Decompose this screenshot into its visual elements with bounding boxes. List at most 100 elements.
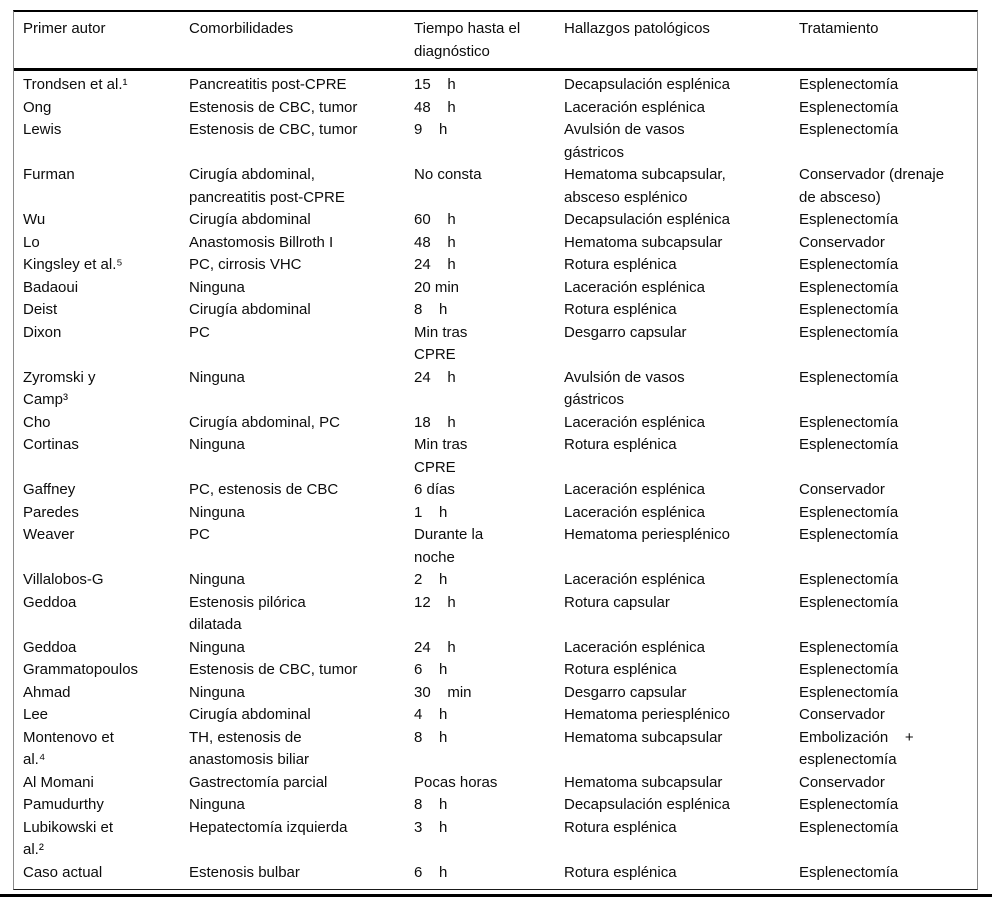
cell-comorbidities: PC xyxy=(189,323,210,341)
cell-time: 12 h xyxy=(414,593,456,611)
cell-comorbidities: Ninguna xyxy=(189,368,245,386)
table-row: Grammatopoulos Estenosis de CBC, tumor 6 h… xyxy=(14,659,977,682)
cell-comorbidities: Ninguna xyxy=(189,436,245,453)
table-row: Wu Cirugía abdominal 60 h Decapsulación esp… xyxy=(14,209,977,232)
cell-time: 18 h xyxy=(414,413,456,431)
table-row: Zyromski y Camp³ Ninguna 24 h Avulsión de v… xyxy=(14,367,977,412)
cell-treatment: Conservador xyxy=(799,706,885,723)
cell-treatment: Esplenectomía xyxy=(799,278,899,296)
cell-author: Lewis xyxy=(23,121,62,138)
cell-findings: Laceración esplénica xyxy=(564,481,705,498)
table-row: Deist Cirugía abdominal 8 h Rotura esplénic… xyxy=(14,299,977,322)
cell-comorbidities: Gastrectomía parcial xyxy=(189,773,328,791)
cell-author: Al Momani xyxy=(23,773,94,791)
cell-time: 24 h xyxy=(414,256,456,273)
table-row: Trondsen et al.¹ Pancreatitis post-CPRE 15… xyxy=(14,70,977,97)
cell-time: No consta xyxy=(414,166,482,183)
cell-treatment: Esplenectomía xyxy=(799,661,899,678)
cell-time: 60 h xyxy=(414,211,456,228)
cell-findings: Hematoma subcapsular, absceso esplénico xyxy=(564,166,726,206)
cell-findings: Avulsión de vasos gástricos xyxy=(564,368,685,409)
cell-findings: Hematoma subcapsular xyxy=(564,773,723,791)
table-body: Trondsen et al.¹ Pancreatitis post-CPRE 15… xyxy=(14,70,977,890)
cell-author: Trondsen et al.¹ xyxy=(23,76,128,93)
cell-treatment: Conservador xyxy=(799,233,885,251)
column-header-tratamiento: Tratamiento xyxy=(799,12,977,71)
table-row: Ong Estenosis de CBC, tumor 48 h Laceración… xyxy=(14,97,977,120)
cell-treatment: Conservador xyxy=(799,481,885,498)
column-header-primer-autor: Primer autor xyxy=(14,12,189,71)
table-row: Geddoa Ninguna 24 h Laceración esplénica Esp… xyxy=(14,637,977,660)
cell-comorbidities: Estenosis de CBC, tumor xyxy=(189,661,358,678)
table-row: Dixon PC Min tras CPRE Desgarro capsular Esp… xyxy=(14,322,977,367)
table-row: Pamudurthy Ninguna 8 h Decapsulación esplén… xyxy=(14,794,977,817)
cell-time: 48 h xyxy=(414,233,456,251)
cell-treatment: Esplenectomía xyxy=(799,98,899,116)
cell-findings: Decapsulación esplénica xyxy=(564,796,730,813)
cell-findings: Laceración esplénica xyxy=(564,638,705,656)
cell-time: 24 h xyxy=(414,638,456,656)
table-row: Geddoa Estenosis pilórica dilatada 12 h Rot… xyxy=(14,592,977,637)
cell-comorbidities: Estenosis de CBC, tumor xyxy=(189,121,358,138)
cell-findings: Decapsulación esplénica xyxy=(564,211,730,228)
table-row: Villalobos-G Ninguna 2 h Laceración espléni… xyxy=(14,569,977,592)
cell-author: Badaoui xyxy=(23,278,79,296)
cell-time: 48 h xyxy=(414,98,456,116)
cell-time: 8 h xyxy=(414,796,448,813)
cell-comorbidities: Ninguna xyxy=(189,683,245,701)
table-row: Al Momani Gastrectomía parcial Pocas horas… xyxy=(14,772,977,795)
table-row: Cho Cirugía abdominal, PC 18 h Laceración e… xyxy=(14,412,977,435)
cell-author: Paredes xyxy=(23,503,79,521)
cell-author: Weaver xyxy=(23,526,75,543)
cell-comorbidities: Cirugía abdominal, pancreatitis post-CPR… xyxy=(189,166,345,206)
cell-time: 6 h xyxy=(414,661,448,678)
cell-treatment: Embolización + esplenectomía xyxy=(799,728,914,769)
cell-treatment: Conservador (drenaje de absceso) xyxy=(799,166,945,206)
table-row: Furman Cirugía abdominal, pancreatitis po… xyxy=(14,164,977,209)
cell-findings: Laceración esplénica xyxy=(564,98,705,116)
cell-comorbidities: Cirugía abdominal xyxy=(189,211,311,228)
cell-treatment: Esplenectomía xyxy=(799,863,899,881)
table-row: Lee Cirugía abdominal 4 h Hematoma periespl… xyxy=(14,704,977,727)
cell-time: 1 h xyxy=(414,503,448,521)
cell-author: Furman xyxy=(23,166,75,183)
cell-author: Caso actual xyxy=(23,863,103,881)
table-bottom-rule xyxy=(0,894,992,897)
cell-time: 2 h xyxy=(414,571,448,588)
cell-time: Durante la noche xyxy=(414,526,484,566)
cell-findings: Decapsulación esplénica xyxy=(564,76,730,93)
cell-author: Geddoa xyxy=(23,638,77,656)
column-header-comorbilidades: Comorbilidades xyxy=(189,12,414,71)
cell-findings: Laceración esplénica xyxy=(564,571,705,588)
cell-author: Lubikowski et al.² xyxy=(23,818,114,859)
cell-comorbidities: Cirugía abdominal xyxy=(189,706,311,723)
cell-findings: Hematoma subcapsular xyxy=(564,233,723,251)
cell-author: Gaffney xyxy=(23,481,76,498)
cell-comorbidities: PC, estenosis de CBC xyxy=(189,481,339,498)
cell-findings: Rotura esplénica xyxy=(564,436,677,453)
cell-comorbidities: Anastomosis Billroth I xyxy=(189,233,334,251)
cell-treatment: Esplenectomía xyxy=(799,211,899,228)
cell-author: Montenovo et al.⁴ xyxy=(23,728,114,769)
cell-comorbidities: PC xyxy=(189,526,210,543)
cell-findings: Rotura esplénica xyxy=(564,256,677,273)
table-row: Cortinas Ninguna Min tras CPRE Rotura esplé… xyxy=(14,434,977,479)
cell-findings: Desgarro capsular xyxy=(564,683,687,701)
table-row: Weaver PC Durante la noche Hematoma periesp… xyxy=(14,524,977,569)
cell-treatment: Esplenectomía xyxy=(799,818,899,836)
cell-treatment: Esplenectomía xyxy=(799,76,899,93)
cell-findings: Rotura esplénica xyxy=(564,863,677,881)
table-row: Badaoui Ninguna 20 min Laceración esplénica… xyxy=(14,277,977,300)
cell-treatment: Esplenectomía xyxy=(799,503,899,521)
cell-author: Wu xyxy=(23,211,46,228)
table-row: Caso actual Estenosis bulbar 6 h Rotura esp… xyxy=(14,862,977,890)
cell-treatment: Esplenectomía xyxy=(799,571,899,588)
cell-findings: Hematoma periesplénico xyxy=(564,526,730,543)
cell-author: Cho xyxy=(23,413,51,431)
cell-treatment: Esplenectomía xyxy=(799,413,899,431)
cell-treatment: Esplenectomía xyxy=(799,436,899,453)
cell-findings: Desgarro capsular xyxy=(564,323,687,341)
cell-comorbidities: Ninguna xyxy=(189,638,245,656)
table-row: Kingsley et al.⁵ PC, cirrosis VHC 24 h Rotu… xyxy=(14,254,977,277)
cell-comorbidities: Estenosis pilórica dilatada xyxy=(189,593,306,634)
